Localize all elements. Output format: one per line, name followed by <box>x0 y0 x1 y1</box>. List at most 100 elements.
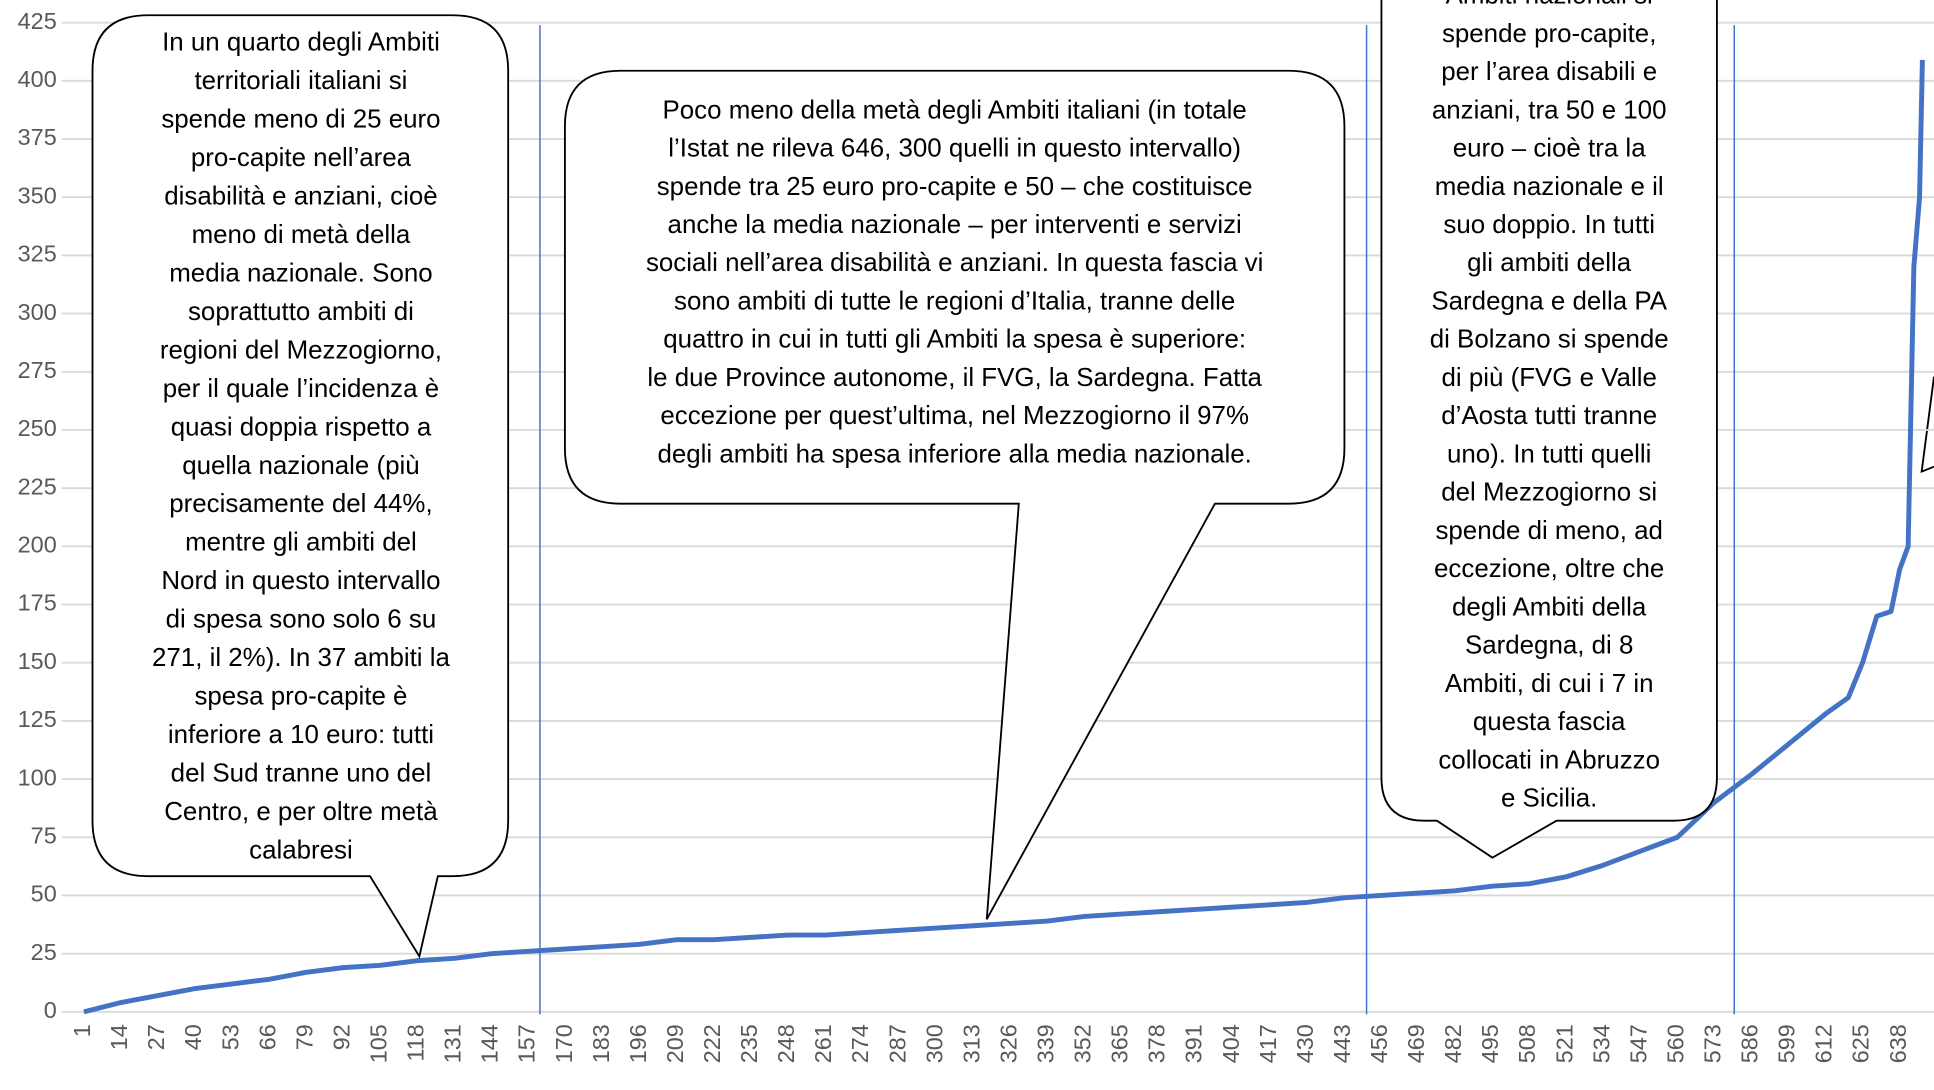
callout-text: gli ambiti della <box>1467 249 1632 277</box>
callout-text: suo doppio. In tutti <box>1443 211 1655 239</box>
y-tick-label: 325 <box>18 241 57 267</box>
callout-text: degli Ambiti della <box>1452 593 1647 621</box>
y-tick-label: 0 <box>44 997 57 1023</box>
x-tick-label: 404 <box>1218 1024 1244 1063</box>
callout-text: di più (FVG e Valle <box>1441 364 1656 392</box>
callout-text: media nazionale e il <box>1435 173 1664 201</box>
x-tick-label: 170 <box>551 1024 577 1063</box>
x-tick-label: 287 <box>884 1024 910 1063</box>
x-tick-label: 547 <box>1625 1024 1651 1063</box>
x-tick-label: 508 <box>1514 1024 1540 1063</box>
callout-text: di Bolzano si spende <box>1430 326 1669 354</box>
x-tick-label: 235 <box>736 1024 762 1063</box>
callout-text: regioni del Mezzogiorno, <box>160 336 442 364</box>
y-tick-label: 125 <box>18 706 57 732</box>
x-tick-label: 443 <box>1329 1024 1355 1063</box>
callout-text: anziani, tra 50 e 100 <box>1432 96 1667 124</box>
x-tick-label: 378 <box>1144 1024 1170 1063</box>
callout-text: degli ambiti ha spesa inferiore alla med… <box>657 440 1251 468</box>
x-tick-label: 79 <box>291 1024 317 1050</box>
callout-text: disabilità e anziani, cioè <box>164 182 437 210</box>
callout-text: per il quale l’incidenza è <box>163 375 439 403</box>
x-tick-label: 638 <box>1885 1024 1911 1063</box>
callout-fragment <box>1920 376 1934 474</box>
callout-text: mentre gli ambiti del <box>185 529 417 557</box>
callout-text: Sardegna e della PA <box>1431 287 1667 315</box>
callout-text: spende meno di 25 euro <box>161 105 440 133</box>
callout-text: precisamente del 44%, <box>169 490 432 518</box>
x-tick-label: 456 <box>1366 1024 1392 1063</box>
y-tick-label: 400 <box>18 66 57 92</box>
callout-text: del Sud tranne uno del <box>171 760 432 788</box>
callout-text: eccezione per quest’ultima, nel Mezzogio… <box>660 402 1249 430</box>
x-tick-label: 352 <box>1070 1024 1096 1063</box>
y-tick-label: 75 <box>31 822 57 848</box>
callout-box <box>1380 0 1718 859</box>
y-tick-label: 175 <box>18 590 57 616</box>
callout-text: calabresi <box>249 837 353 865</box>
callout-text: anche la media nazionale – per intervent… <box>668 211 1242 239</box>
callout-text: uno). In tutti quelli <box>1447 440 1651 468</box>
callout-text: In un quarto degli Ambiti <box>162 28 440 56</box>
callout-text: e Sicilia. <box>1501 785 1597 813</box>
y-tick-label: 350 <box>18 182 57 208</box>
callout-text: spende di meno, ad <box>1435 517 1662 545</box>
x-tick-label: 625 <box>1848 1024 1874 1063</box>
x-tick-label: 157 <box>514 1024 540 1063</box>
callout-text: spesa pro-capite è <box>194 683 407 711</box>
y-tick-label: 50 <box>31 881 57 907</box>
callout-text: soprattutto ambiti di <box>188 298 414 326</box>
callout-text: quella nazionale (più <box>182 452 420 480</box>
x-tick-label: 365 <box>1107 1024 1133 1063</box>
x-tick-label: 209 <box>662 1024 688 1063</box>
y-tick-label: 225 <box>18 473 57 499</box>
callout-text: spende pro-capite, <box>1442 20 1656 48</box>
x-tick-label: 274 <box>847 1024 873 1063</box>
x-tick-label: 430 <box>1292 1024 1318 1063</box>
y-tick-label: 25 <box>31 939 57 965</box>
x-tick-label: 66 <box>254 1024 280 1050</box>
callout-text: euro – cioè tra la <box>1453 135 1646 163</box>
y-tick-label: 375 <box>18 124 57 150</box>
x-tick-label: 196 <box>625 1024 651 1063</box>
x-tick-label: 586 <box>1737 1024 1763 1063</box>
callout-text: Ambiti, di cui i 7 in <box>1445 670 1654 698</box>
x-tick-label: 313 <box>958 1024 984 1063</box>
data-line <box>83 59 1925 1015</box>
x-tick-label: 53 <box>217 1024 243 1050</box>
x-tick-label: 339 <box>1033 1024 1059 1063</box>
callout-text: media nazionale. Sono <box>169 259 432 287</box>
callout-text: sociali nell’area disabilità e anziani. … <box>646 249 1263 277</box>
x-tick-label: 521 <box>1551 1024 1577 1063</box>
callout-text: di spesa sono solo 6 su <box>166 606 437 634</box>
x-tick-label: 118 <box>403 1024 429 1061</box>
callout-box <box>563 69 1346 920</box>
callout-text: pro-capite nell’area <box>191 144 412 172</box>
x-tick-label: 482 <box>1440 1024 1466 1063</box>
x-tick-label: 391 <box>1181 1024 1207 1063</box>
y-tick-label: 100 <box>18 764 57 790</box>
y-tick-label: 250 <box>18 415 57 441</box>
y-tick-label: 300 <box>18 299 57 325</box>
x-tick-label: 599 <box>1774 1024 1800 1063</box>
x-tick-label: 534 <box>1588 1024 1614 1063</box>
y-tick-label: 425 <box>18 8 57 34</box>
callout-text: le due Province autonome, il FVG, la Sar… <box>647 364 1262 392</box>
callout-text: inferiore a 10 euro: tutti <box>168 721 434 749</box>
x-tick-label: 573 <box>1700 1024 1726 1063</box>
callout-box <box>91 14 510 959</box>
x-tick-label: 183 <box>588 1024 614 1063</box>
callout-text: quasi doppia rispetto a <box>171 413 432 441</box>
x-tick-label: 92 <box>328 1024 354 1050</box>
x-tick-label: 27 <box>143 1024 169 1050</box>
x-tick-label: 1 <box>69 1024 95 1037</box>
callout-text: Poco meno della metà degli Ambiti italia… <box>663 96 1247 124</box>
x-tick-label: 560 <box>1662 1024 1688 1063</box>
x-tick-label: 417 <box>1255 1024 1281 1063</box>
x-tick-label: 131 <box>440 1024 466 1063</box>
y-tick-label: 150 <box>18 648 57 674</box>
x-tick-label: 300 <box>921 1024 947 1063</box>
x-tick-label: 105 <box>366 1024 392 1063</box>
callout-text: territoriali italiani si <box>194 67 407 95</box>
